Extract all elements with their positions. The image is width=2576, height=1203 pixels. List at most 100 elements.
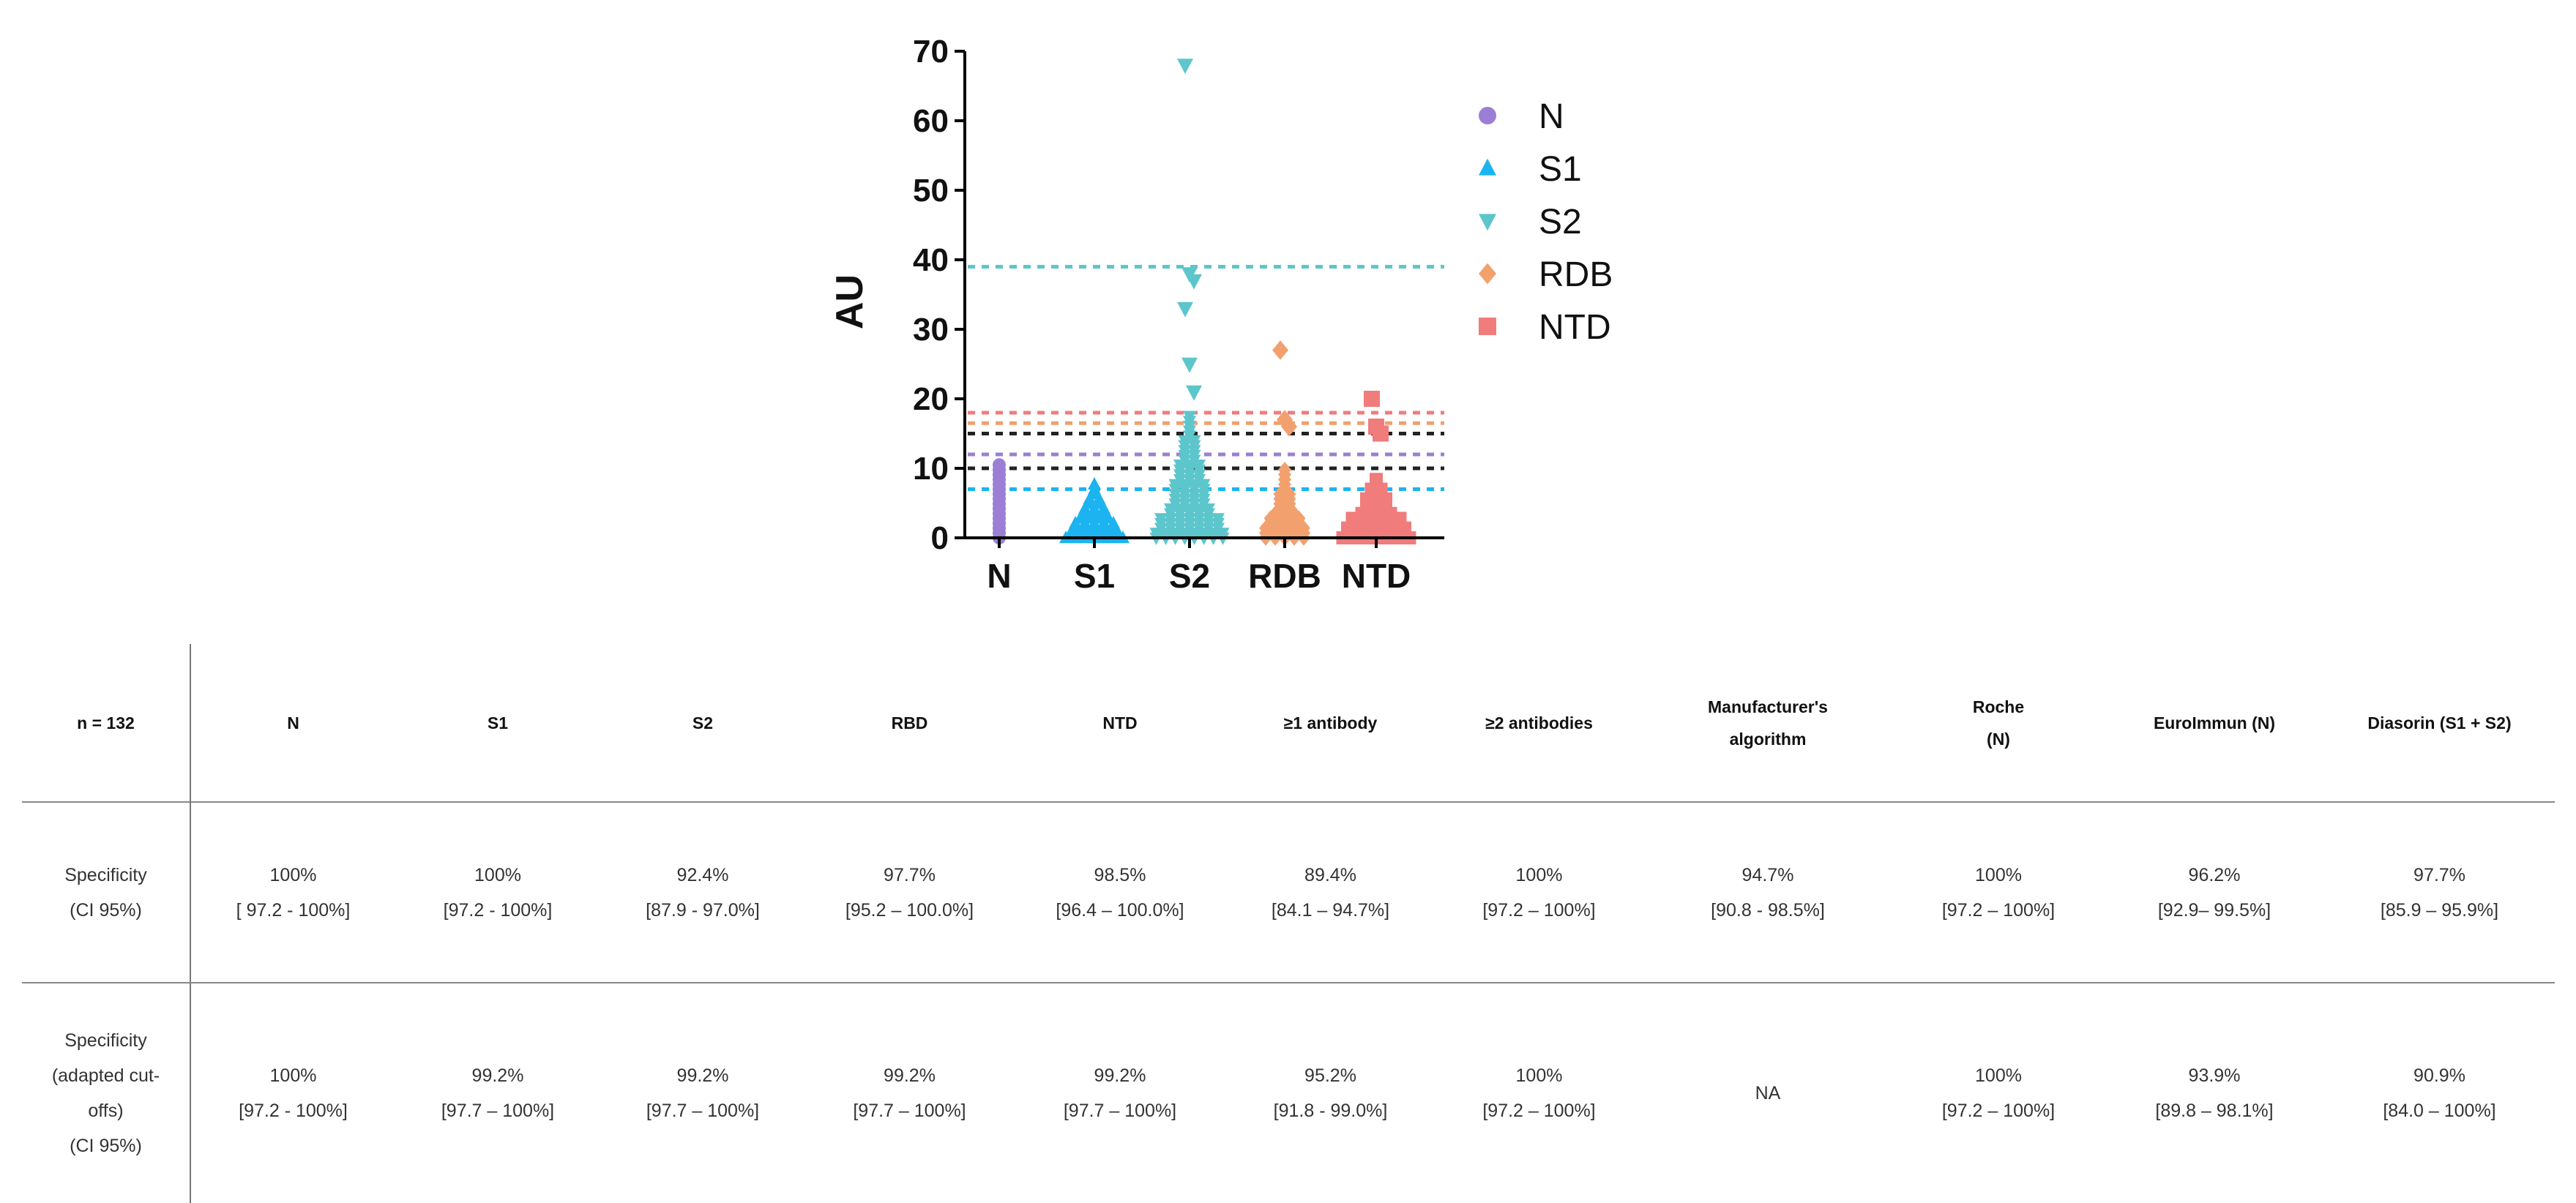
table-cell: 100% [97.2 - 100%] [395, 801, 600, 983]
specificity-value: 98.5% [1094, 864, 1146, 885]
y-tick-label: 40 [913, 242, 949, 278]
specificity-value: 99.2% [884, 1065, 936, 1086]
specificity-value: 100% [1975, 864, 2022, 885]
confidence-interval: [97.7 – 100%] [853, 1101, 966, 1121]
table-cell: 100% [97.2 - 100%] [190, 983, 395, 1203]
specificity-value: NA [1755, 1083, 1781, 1103]
row-label: Specificity (CI 95%) [22, 801, 191, 983]
data-point [1370, 473, 1383, 487]
specificity-table: n = 132 N S1 S2 RBD NTD ≥1 antibody ≥2 antibodi… [22, 644, 2555, 1203]
table-row: Specificity (adapted cut-offs) (CI 95%) 100… [22, 983, 2555, 1203]
specificity-value: 93.9% [2188, 1065, 2241, 1086]
legend-item-ntd: NTD [1479, 308, 1611, 347]
table-cell: 99.2% [97.7 – 100%] [805, 983, 1014, 1203]
data-point [1177, 301, 1193, 318]
specificity-value: 97.7% [2413, 864, 2465, 885]
data-point [1177, 59, 1193, 75]
specificity-value: 100% [1515, 1065, 1563, 1086]
legend-label: S1 [1539, 150, 1582, 189]
table-cell: 96.2% [92.9– 99.5%] [2105, 801, 2324, 983]
column-header: ≥1 antibody [1283, 713, 1378, 732]
specificity-value: 100% [1515, 864, 1563, 885]
table-cell: 100% [ 97.2 - 100%] [190, 801, 395, 983]
y-tick-label: 10 [913, 451, 949, 487]
legend-label: RDB [1539, 255, 1613, 294]
table-cell: NA [1643, 983, 1892, 1203]
legend-item-s1: S1 [1479, 150, 1582, 189]
y-tick-label: 30 [913, 312, 949, 348]
specificity-value: 90.9% [2413, 1065, 2465, 1086]
y-axis-label: AU [829, 274, 871, 329]
data-point [1278, 462, 1291, 478]
confidence-interval: [92.9– 99.5%] [2157, 899, 2271, 921]
x-tick-label-rdb: RDB [1248, 557, 1321, 595]
table-cell: 100% [97.2 – 100%] [1892, 983, 2105, 1203]
specificity-value: 100% [474, 864, 521, 885]
data-point [993, 458, 1006, 472]
column-header: Roche (N) [1972, 697, 2025, 749]
confidence-interval: [91.8 - 99.0%] [1273, 1101, 1388, 1121]
column-header: Diasorin (S1 + S2) [2367, 713, 2512, 732]
specificity-value: 100% [269, 864, 317, 885]
row-label: Specificity (adapted cut-offs) (CI 95%) [22, 983, 191, 1203]
confidence-interval: [85.9 – 95.9%] [2380, 899, 2499, 921]
specificity-value: 94.7% [1741, 864, 1794, 885]
confidence-interval: [97.2 - 100%] [239, 1101, 348, 1121]
x-tick-label-s1: S1 [1074, 557, 1115, 595]
data-point [1154, 513, 1168, 526]
data-point [1373, 425, 1389, 442]
y-tick-label: 60 [913, 103, 949, 139]
column-header: EuroImmun (N) [2153, 713, 2276, 732]
data-point [1212, 513, 1225, 526]
column-header: S2 [692, 713, 714, 732]
dot-plot-chart: 0 10 20 30 40 50 60 70 N S1 S2 RDB NTD AU N S1 S2 RDB NTD [829, 34, 1613, 595]
confidence-interval: [90.8 - 98.5%] [1711, 899, 1825, 921]
specificity-value: 97.7% [884, 864, 936, 885]
data-point [1288, 505, 1301, 522]
confidence-interval: [97.2 - 100%] [443, 899, 553, 921]
specificity-value: 89.4% [1304, 864, 1356, 885]
specificity-value: 99.2% [676, 1065, 729, 1086]
table-cell: 98.5% [96.4 – 100.0%] [1014, 801, 1226, 983]
confidence-interval: [97.2 – 100%] [1482, 899, 1596, 921]
legend-marker [1479, 158, 1496, 176]
table-cell: 100% [97.2 – 100%] [1892, 801, 2105, 983]
confidence-interval: [97.7 – 100%] [1063, 1101, 1177, 1121]
legend-item-s2: S2 [1479, 203, 1582, 241]
data-point [1281, 416, 1297, 437]
data-point [1364, 391, 1380, 407]
data-point [1281, 514, 1297, 534]
column-header: NTD [1102, 713, 1138, 732]
series-s1 [1059, 476, 1130, 544]
confidence-interval: [97.2 – 100%] [1941, 899, 2056, 921]
x-tick-label-s2: S2 [1169, 557, 1210, 595]
legend-label: S2 [1539, 203, 1582, 241]
specificity-value: 100% [269, 1065, 317, 1086]
y-tick-label: 20 [913, 381, 949, 417]
legend-label: NTD [1539, 308, 1611, 347]
series-s2 [1149, 59, 1230, 545]
series-rdb [1259, 340, 1310, 546]
confidence-interval: [89.8 – 98.1%] [2155, 1101, 2274, 1121]
legend-item-n: N [1479, 97, 1564, 136]
data-point [1186, 385, 1202, 401]
data-points [993, 59, 1416, 546]
series-n [993, 458, 1006, 544]
column-header: N [287, 713, 299, 732]
column-header: RBD [891, 713, 928, 732]
cutoff-lines [968, 265, 1444, 491]
legend-label: N [1539, 97, 1564, 136]
column-header: S1 [487, 713, 509, 732]
data-point [1181, 357, 1198, 373]
table-cell: 93.9% [89.8 – 98.1%] [2105, 983, 2324, 1203]
table-cell: 95.2% [91.8 - 99.0%] [1226, 983, 1435, 1203]
confidence-interval: [84.1 – 94.7%] [1271, 899, 1390, 921]
specificity-value: 100% [1975, 1065, 2022, 1086]
specificity-value: 95.2% [1304, 1065, 1356, 1086]
specificity-value: 99.2% [471, 1065, 524, 1086]
legend-item-rdb: RDB [1479, 255, 1613, 294]
table-row: Specificity (CI 95%) 100%[ 97.2 - 100%] 100… [22, 801, 2555, 983]
x-tick-label-n: N [987, 557, 1011, 595]
y-tick-label: 50 [913, 173, 949, 209]
table-cell: 99.2% [97.7 – 100%] [600, 983, 805, 1203]
